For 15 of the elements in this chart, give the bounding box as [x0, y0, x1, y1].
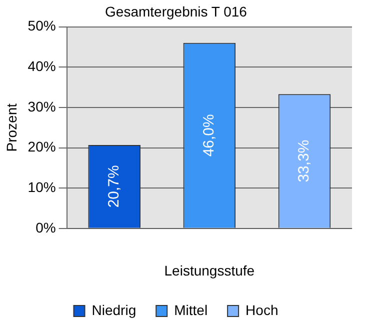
y-axis-title: Prozent [3, 103, 20, 152]
chart-title: Gesamtergebnis T 016 [105, 3, 248, 20]
y-tick-label: 50% [28, 18, 56, 34]
legend-label: Mittel [174, 302, 208, 318]
data-label: 33,3% [296, 140, 313, 182]
y-tick-label: 20% [28, 138, 56, 155]
legend-label: Niedrig [92, 302, 136, 318]
y-tick-label: 10% [28, 178, 56, 195]
data-label: 20,7% [105, 165, 122, 208]
y-tick-label: 0% [36, 219, 56, 236]
data-label: 46,0% [200, 114, 218, 157]
y-tick-label: 30% [28, 98, 56, 114]
x-axis-title: Leistungsstufe [164, 262, 255, 278]
legend-label: Hoch [246, 302, 278, 318]
y-tick-label: 40% [28, 58, 56, 74]
